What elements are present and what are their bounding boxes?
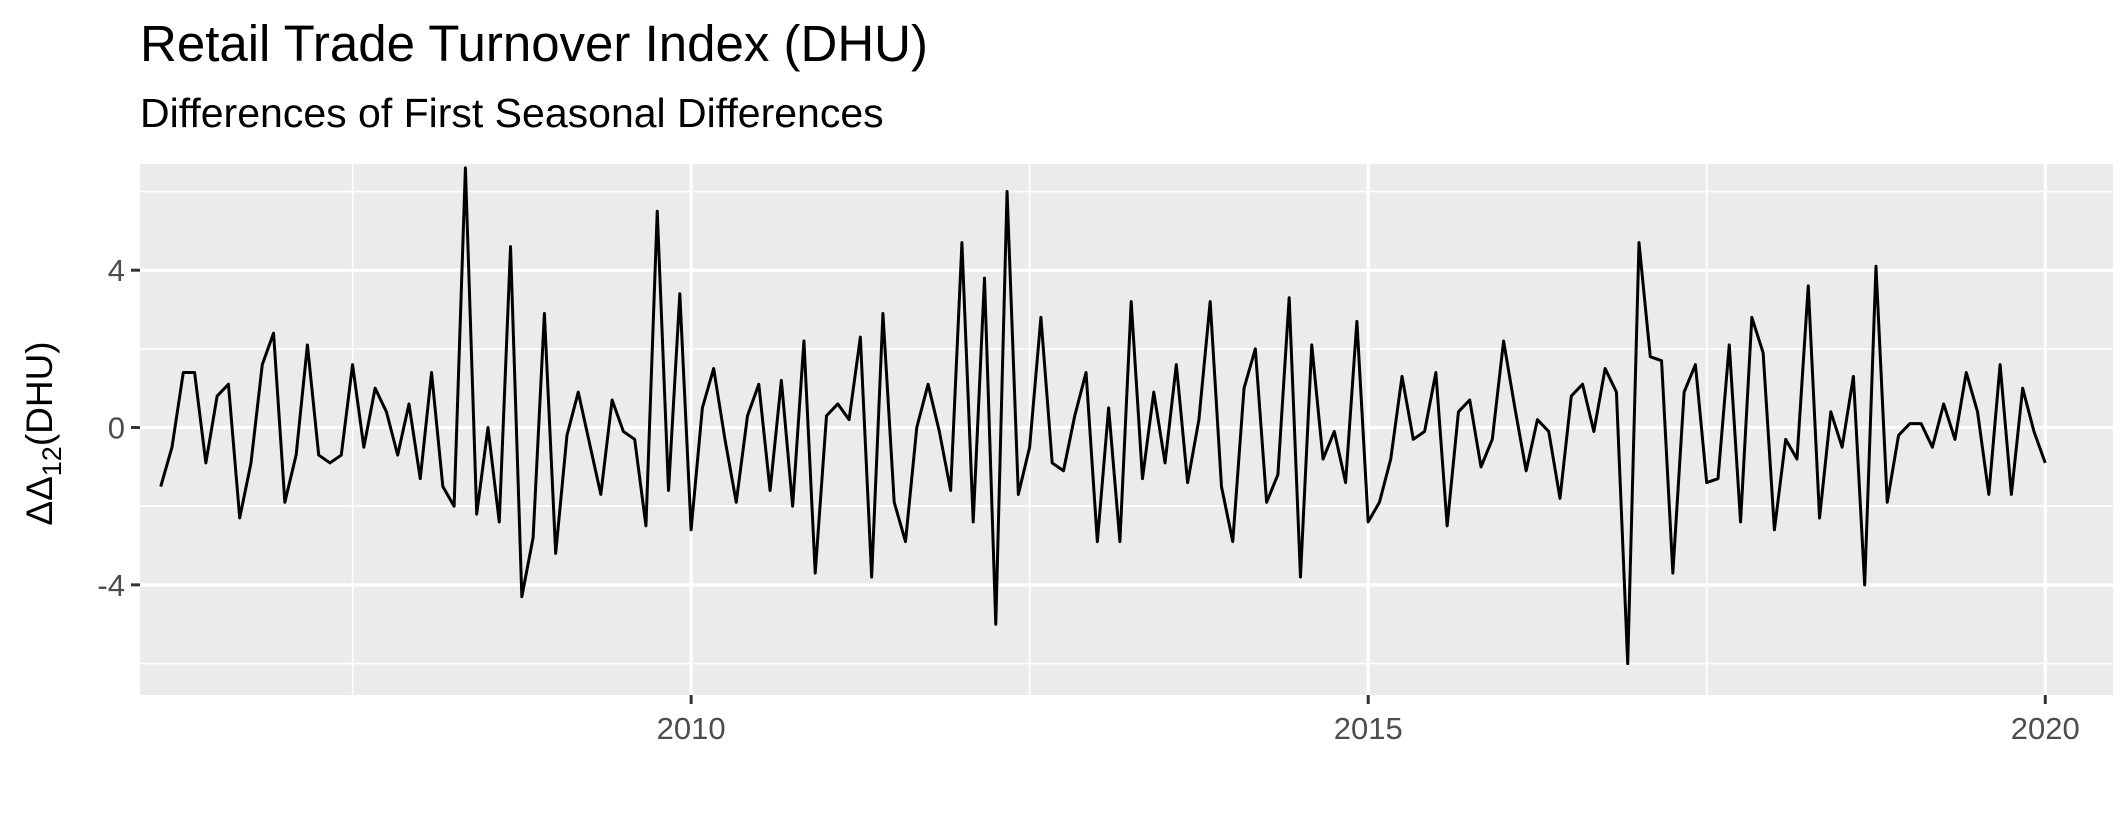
- y-axis-title-subscript: 12: [37, 446, 67, 476]
- x-tick-label: 2020: [2011, 711, 2080, 746]
- series-layer: [159, 166, 2047, 666]
- axis-ticks: [131, 268, 2047, 704]
- y-tick-label: -4: [97, 568, 125, 603]
- series-line: [159, 166, 2047, 666]
- x-tick-label: 2015: [1334, 711, 1403, 746]
- minor-gridlines: [140, 164, 2113, 695]
- y-axis-title-prefix: ΔΔ: [19, 476, 60, 525]
- y-axis-title-suffix: (DHU): [19, 341, 60, 446]
- chart-subtitle: Differences of First Seasonal Difference…: [140, 90, 884, 136]
- chart-title: Retail Trade Turnover Index (DHU): [140, 15, 928, 72]
- y-axis-tick-labels: 4 0 -4: [97, 253, 125, 603]
- y-tick-label: 0: [108, 411, 125, 446]
- y-tick-label: 4: [108, 253, 125, 288]
- x-tick-label: 2010: [657, 711, 726, 746]
- y-axis-title: ΔΔ12(DHU): [19, 341, 67, 525]
- x-axis-tick-labels: 2010 2015 2020: [657, 711, 2080, 746]
